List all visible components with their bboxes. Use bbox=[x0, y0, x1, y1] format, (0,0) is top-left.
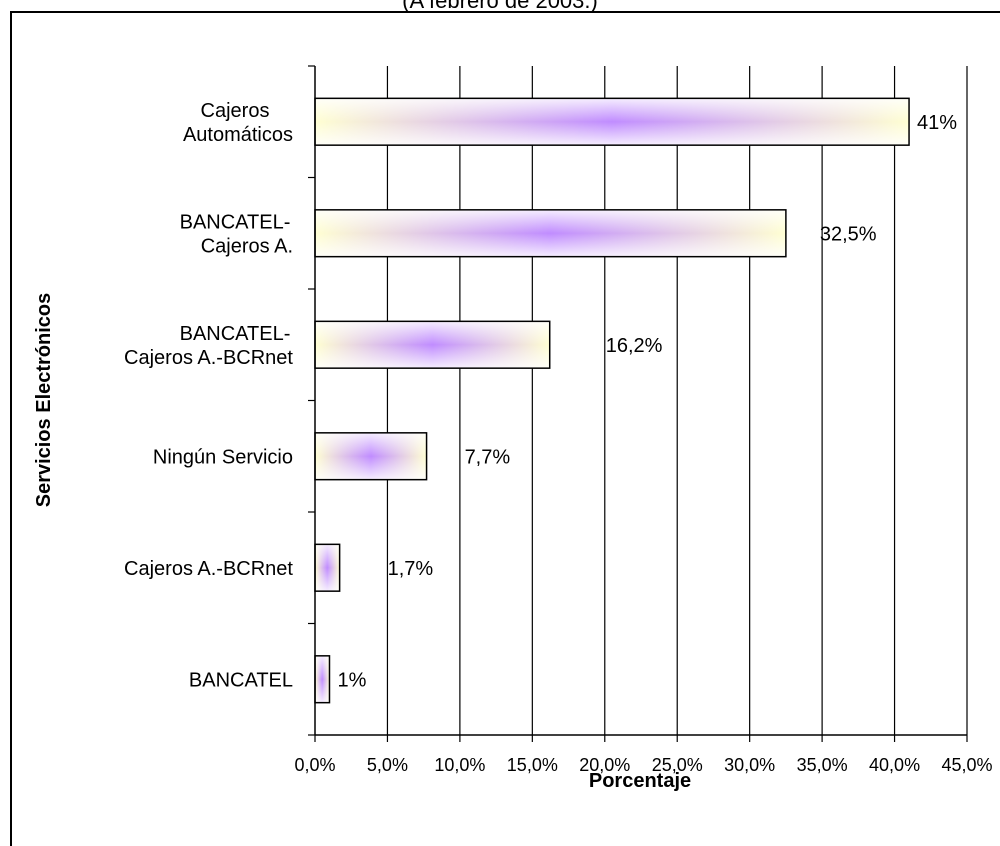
x-tick-label: 25,0% bbox=[652, 755, 703, 775]
x-axis-title: Porcentaje bbox=[589, 770, 691, 792]
bar bbox=[314, 543, 341, 592]
y-ticks bbox=[308, 65, 315, 736]
chart-title: (A febrero de 2003.) bbox=[402, 0, 598, 13]
bar-shade bbox=[314, 209, 787, 258]
category-label: BANCATEL-Cajeros A. bbox=[180, 211, 293, 257]
x-tick-label: 40,0% bbox=[869, 755, 920, 775]
x-tick-label: 10,0% bbox=[434, 755, 485, 775]
data-label: 32,5% bbox=[820, 223, 877, 245]
x-ticks: 0,0% 5,0% 10,0% 15,0% 20,0% 25,0% 30,0% 35,0% 40… bbox=[294, 735, 993, 775]
data-label: 1,7% bbox=[388, 558, 434, 580]
data-label: 41% bbox=[917, 112, 957, 134]
y-axis-title: Servicios Electrónicos bbox=[33, 293, 55, 508]
x-tick-label: 45,0% bbox=[941, 755, 992, 775]
x-tick-label: 35,0% bbox=[797, 755, 848, 775]
category-label: Cajeros A.-BCRnet bbox=[124, 558, 293, 580]
category-label: BANCATEL-Cajeros A.-BCRnet bbox=[124, 323, 293, 369]
bar bbox=[314, 97, 910, 146]
bar bbox=[314, 655, 331, 704]
bar bbox=[314, 320, 551, 369]
bar bbox=[314, 432, 428, 481]
chart-border bbox=[10, 11, 1000, 846]
x-tick-label: 5,0% bbox=[367, 755, 408, 775]
gridlines bbox=[386, 66, 968, 735]
x-tick-label: 15,0% bbox=[507, 755, 558, 775]
x-tick-label: 0,0% bbox=[294, 755, 335, 775]
category-label: Cajeros Automáticos bbox=[183, 100, 293, 146]
data-label: 16,2% bbox=[606, 335, 663, 357]
data-label: 1% bbox=[337, 669, 366, 691]
data-labels: 41% 32,5% 16,2% 7,7% 1,7% 1% bbox=[337, 112, 957, 692]
bar-shade bbox=[314, 97, 910, 146]
bars bbox=[314, 97, 910, 704]
bar bbox=[314, 209, 787, 258]
bar-shade bbox=[314, 543, 341, 592]
data-label: 7,7% bbox=[465, 446, 511, 468]
bar-shade bbox=[314, 320, 551, 369]
bar-shade bbox=[314, 432, 428, 481]
category-labels: Cajeros Automáticos BANCATEL-Cajeros A. BAN… bbox=[124, 100, 293, 692]
x-tick-label: 30,0% bbox=[724, 755, 775, 775]
category-label: Ningún Servicio bbox=[153, 446, 293, 468]
x-tick-label: 20,0% bbox=[579, 755, 630, 775]
category-label: BANCATEL bbox=[189, 669, 293, 691]
bar-shade bbox=[314, 655, 331, 704]
